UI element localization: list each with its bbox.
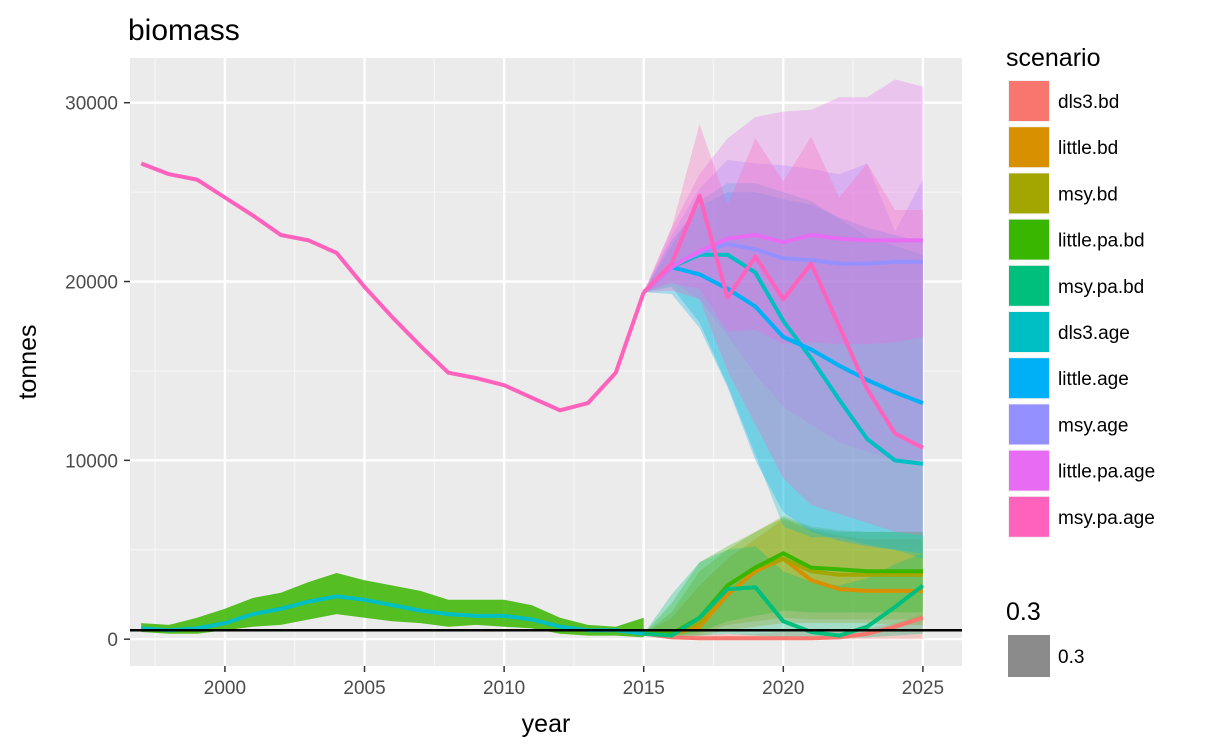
legend-swatch-little.pa.age xyxy=(1009,450,1049,491)
median-lines xyxy=(140,161,925,641)
line-msy.pa.age xyxy=(642,193,924,450)
line-little.age xyxy=(642,265,924,405)
legend-label-msy.age: msy.age xyxy=(1058,415,1128,436)
band-dls3.age xyxy=(643,183,923,559)
grid-lines xyxy=(130,58,962,666)
legend-label-little.bd: little.bd xyxy=(1058,138,1118,159)
legend: scenario dls3.bd little.bd msy.bd little.pa… xyxy=(1006,44,1155,677)
x-tick-label: 2025 xyxy=(902,678,944,699)
alpha-legend-key xyxy=(1008,635,1050,677)
y-axis: 0 10000 20000 30000 xyxy=(65,94,130,651)
legend-title: scenario xyxy=(1006,44,1101,72)
x-tick-label: 2005 xyxy=(343,678,385,699)
legend-label-dls3.age: dls3.age xyxy=(1058,323,1130,344)
legend-label-msy.bd: msy.bd xyxy=(1058,184,1118,205)
legend-swatch-little.pa.bd xyxy=(1009,219,1049,260)
y-tick-label: 0 xyxy=(107,630,118,651)
x-axis-title: year xyxy=(522,710,571,738)
y-tick-label: 30000 xyxy=(65,94,118,115)
band-msy.pa.age xyxy=(643,124,923,536)
legend-label-dls3.bd: dls3.bd xyxy=(1058,92,1119,113)
x-tick-label: 2020 xyxy=(762,678,804,699)
x-tick-label: 2010 xyxy=(483,678,525,699)
legend-swatch-msy.bd xyxy=(1009,173,1049,214)
history-age-line xyxy=(140,161,646,413)
band-little.pa.age xyxy=(643,79,923,345)
y-tick-label: 20000 xyxy=(65,273,118,294)
chart-title: biomass xyxy=(128,14,240,47)
y-axis-title: tonnes xyxy=(14,324,42,399)
legend-label-little.pa.bd: little.pa.bd xyxy=(1058,231,1145,252)
line-little.pa.age xyxy=(642,233,923,294)
legend-label-msy.pa.age: msy.pa.age xyxy=(1058,508,1155,529)
legend-swatch-little.bd xyxy=(1009,127,1049,168)
alpha-legend-title: 0.3 xyxy=(1006,598,1041,626)
plot-panel xyxy=(130,58,962,666)
band-msy.pa.bd xyxy=(643,546,923,639)
x-axis: 2000 2005 2010 2015 2020 2025 xyxy=(204,666,944,699)
line-msy.bd xyxy=(643,556,923,636)
y-tick-label: 10000 xyxy=(65,451,118,472)
legend-swatch-msy.pa.bd xyxy=(1009,265,1049,306)
line-msy.pa.bd xyxy=(643,583,925,638)
legend-swatch-msy.pa.age xyxy=(1009,496,1049,537)
alpha-legend-label: 0.3 xyxy=(1058,647,1084,668)
history-bd-line xyxy=(141,594,644,636)
x-tick-label: 2015 xyxy=(623,678,665,699)
legend-swatch-dls3.age xyxy=(1009,312,1049,352)
band-msy.age xyxy=(643,159,923,461)
legend-label-msy.pa.bd: msy.pa.bd xyxy=(1058,277,1144,298)
legend-swatch-dls3.bd xyxy=(1009,81,1049,121)
x-tick-label: 2000 xyxy=(204,678,246,699)
legend-label-little.age: little.age xyxy=(1058,369,1129,390)
legend-swatch-msy.age xyxy=(1009,404,1049,445)
legend-label-little.pa.age: little.pa.age xyxy=(1058,462,1155,483)
legend-items: dls3.bd little.bd msy.bd little.pa.bd msy.pa… xyxy=(1008,80,1155,538)
legend-swatch-little.age xyxy=(1009,358,1049,399)
